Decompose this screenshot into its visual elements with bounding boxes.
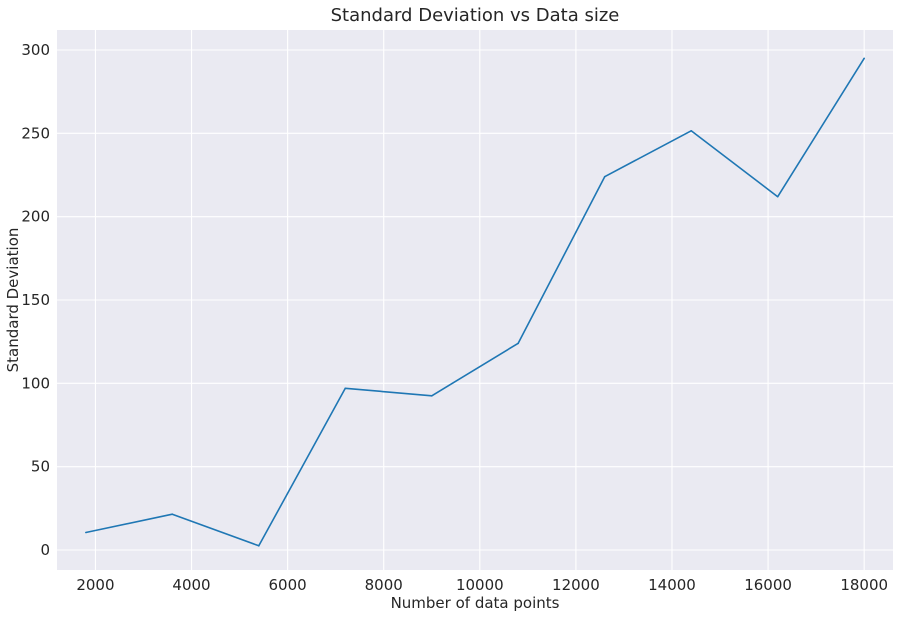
tick-labels: 2000 4000 6000 8000 10000 12000 14000 16000 1800…: [21, 41, 888, 594]
data-point: [430, 395, 433, 397]
data-point: [344, 387, 347, 390]
data-point: [603, 175, 606, 178]
series-layer: [85, 57, 865, 547]
x-tick-label: 6000: [269, 576, 307, 594]
grid: [57, 30, 893, 570]
y-tick-label: 200: [21, 208, 50, 226]
x-axis-label: Number of data points: [391, 594, 560, 612]
chart-title: Standard Deviation vs Data size: [331, 5, 620, 26]
x-tick-label: 2000: [76, 576, 114, 594]
x-tick-label: 12000: [552, 576, 600, 594]
series-line: [85, 57, 865, 547]
y-tick-label: 50: [31, 458, 50, 476]
y-tick-label: 300: [21, 41, 50, 59]
x-tick-label: 8000: [365, 576, 403, 594]
x-tick-label: 18000: [840, 576, 888, 594]
y-axis-label: Standard Deviation: [4, 228, 22, 373]
x-tick-label: 14000: [648, 576, 696, 594]
x-tick-label: 10000: [456, 576, 504, 594]
data-point: [517, 342, 520, 345]
data-point: [257, 545, 260, 547]
y-tick-label: 0: [40, 541, 50, 559]
y-tick-label: 100: [21, 374, 50, 392]
data-point: [85, 531, 87, 534]
data-point: [863, 57, 865, 60]
x-tick-label: 4000: [172, 576, 210, 594]
y-tick-label: 250: [21, 124, 50, 142]
x-tick-label: 16000: [744, 576, 792, 594]
data-point: [171, 513, 174, 515]
data-point: [776, 195, 779, 198]
data-point: [690, 130, 693, 132]
y-tick-label: 150: [21, 291, 50, 309]
